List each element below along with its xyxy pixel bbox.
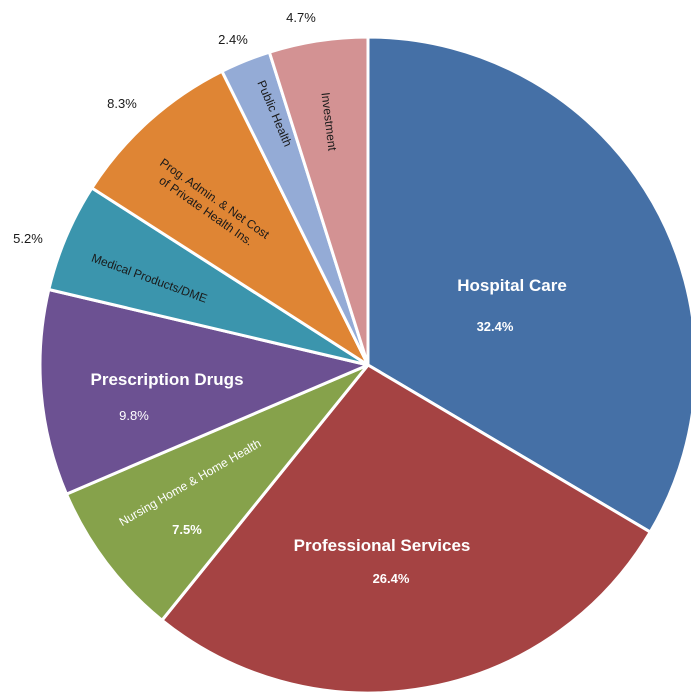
pie-slice-prescription-drugs — [38, 287, 370, 496]
pie-slice-prog-admin-net-cost-of-private-health-ins — [90, 69, 370, 367]
slice-value-prescription-drugs: 9.8% — [119, 408, 149, 423]
slice-label-prescription-drugs: Prescription Drugs — [90, 370, 243, 389]
slice-value-hospital-care: 32.4% — [477, 319, 514, 334]
slice-value-investment: 4.7% — [286, 10, 316, 25]
pie-slice-hospital-care — [366, 35, 691, 534]
slice-label-hospital-care: Hospital Care — [457, 276, 567, 295]
pie-slices — [38, 35, 691, 695]
slice-value-public-health: 2.4% — [218, 32, 248, 47]
slice-value-nursing-home-home-health: 7.5% — [172, 522, 202, 537]
slice-label-professional-services: Professional Services — [294, 536, 471, 555]
pie-slice-nursing-home-home-health — [64, 363, 370, 622]
slice-value-prog-admin-net-cost-of-private-health-ins: 8.3% — [107, 96, 137, 111]
pie-slice-professional-services — [160, 363, 652, 695]
slice-value-medical-products-dme: 5.2% — [13, 231, 43, 246]
slice-value-professional-services: 26.4% — [373, 571, 410, 586]
pie-slice-investment — [267, 35, 370, 367]
